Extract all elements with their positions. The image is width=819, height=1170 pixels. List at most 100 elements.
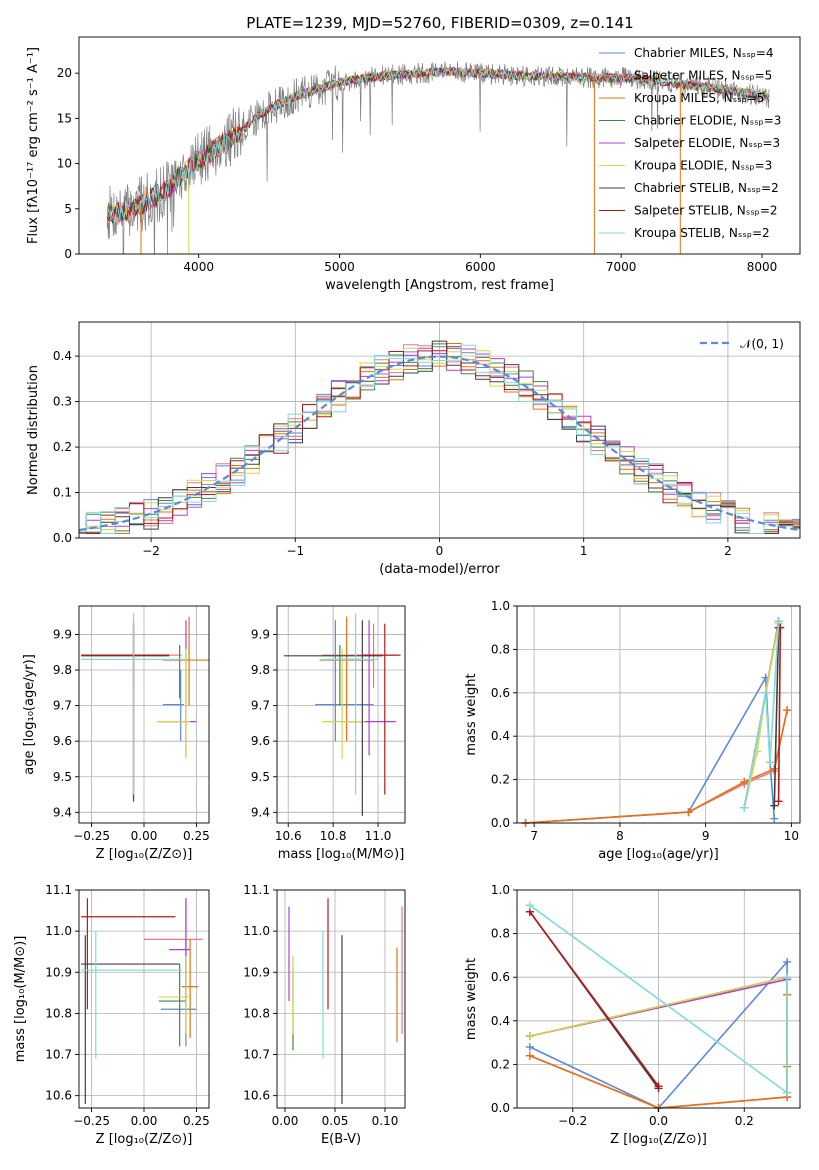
y-tick-label: 9.9	[251, 627, 270, 641]
residuals-panel: −2 −1 0 1 2 0.0 0.1 0.2 0.3 0.4 (data-model)/error…	[26, 321, 801, 577]
axes: −0.25 0.00 0.25 10.6 10.7 10.8 10.9 11.0 11.1 Z […	[13, 883, 210, 1147]
axes: −0.2 0.0 0.2 0.0 0.2 0.4 0.6 0.8 1.0 Z [log₁₀(Z/Z…	[464, 883, 801, 1147]
x-tick-label: 5000	[324, 260, 355, 274]
weight-line-salpeter-stelib	[777, 627, 782, 802]
x-tick-label: 10.6	[275, 829, 302, 843]
plot-area	[521, 617, 792, 827]
y-axis-label: Flux [fλ10⁻¹⁷ erg cm⁻² s⁻¹ A⁻¹]	[26, 47, 41, 244]
age-vs-mass-panel: 10.6 10.8 11.0 9.4 9.5 9.6 9.7 9.8 9.9 mass [log₁…	[251, 605, 406, 862]
legend-label: Chabrier ELODIE, Nₛₛₚ=3	[634, 114, 781, 128]
y-tick-label: 10.7	[243, 1048, 270, 1062]
y-tick-label: 11.1	[243, 883, 270, 897]
y-tick-label: 10.7	[45, 1048, 72, 1062]
mass-vs-metallicity-panel: −0.25 0.00 0.25 10.6 10.7 10.8 10.9 11.0 11.1 Z […	[13, 883, 210, 1147]
x-tick-label: 0.10	[372, 1114, 399, 1128]
age-vs-metallicity-panel: −0.25 0.00 0.25 9.4 9.5 9.6 9.7 9.8 9.9 Z [log₁₀(…	[22, 605, 210, 862]
y-tick-label: 11.0	[45, 924, 72, 938]
legend-label: Kroupa ELODIE, Nₛₛₚ=3	[634, 159, 772, 173]
y-tick-label: 0.4	[491, 1014, 510, 1028]
legend-label: Kroupa MILES, Nₛₛₚ=5	[634, 91, 764, 105]
y-axis-label: mass weight	[464, 958, 479, 1040]
y-tick-label: 0.6	[491, 970, 510, 984]
x-tick-label: 8	[616, 829, 624, 843]
x-tick-label: 4000	[183, 260, 214, 274]
y-tick-label: 15	[57, 111, 72, 125]
y-tick-label: 9.6	[53, 734, 72, 748]
x-axis-label: E(B-V)	[321, 1132, 361, 1147]
y-tick-label: 0.3	[53, 395, 72, 409]
axes: −2 −1 0 1 2 0.0 0.1 0.2 0.3 0.4 (data-model)/error…	[26, 321, 801, 577]
y-tick-label: 0.2	[491, 773, 510, 787]
x-tick-label: 1	[580, 544, 588, 558]
y-tick-label: 0.8	[491, 927, 510, 941]
legend-label: Salpeter ELODIE, Nₛₛₚ=3	[634, 136, 780, 150]
mass-vs-ebv-panel: 0.00 0.05 0.10 10.6 10.7 10.8 10.9 11.0 11.1 E(B-…	[243, 883, 406, 1147]
y-tick-label: 0.0	[53, 531, 72, 545]
weight-vs-metallicity-panel: −0.2 0.0 0.2 0.0 0.2 0.4 0.6 0.8 1.0 Z [log₁₀(Z/Z…	[464, 883, 801, 1147]
weight-line-kroupa-miles	[525, 710, 788, 824]
axes-frame	[516, 605, 801, 824]
legend-label: 𝒩(0, 1)	[740, 337, 784, 351]
model-spectrum-kroupa-stelib	[106, 66, 770, 223]
y-tick-label: 0	[64, 247, 72, 261]
grid-lines	[277, 606, 405, 823]
x-tick-label: 2	[724, 544, 732, 558]
y-axis-label: age [log₁₀(age/yr)]	[22, 654, 37, 775]
y-tick-label: 0.2	[53, 440, 72, 454]
y-tick-label: 10.8	[243, 1006, 270, 1020]
y-tick-label: 9.6	[251, 734, 270, 748]
y-tick-label: 0.0	[491, 1101, 510, 1115]
x-tick-label: 0.00	[272, 1114, 299, 1128]
histogram-kroupa-elodie	[79, 347, 800, 534]
grid-lines	[79, 606, 209, 823]
grid-lines	[277, 889, 405, 1108]
plot-area	[79, 340, 800, 534]
y-tick-label: 10.8	[45, 1006, 72, 1020]
histogram-chabrier-miles	[79, 346, 800, 534]
y-tick-label: 9.4	[251, 805, 270, 819]
y-tick-label: 9.8	[53, 663, 72, 677]
figure-title: PLATE=1239, MJD=52760, FIBERID=0309, z=0…	[246, 14, 633, 32]
normal-curve	[79, 355, 800, 532]
axes: 10.6 10.8 11.0 9.4 9.5 9.6 9.7 9.8 9.9 mass [log₁…	[251, 605, 406, 862]
x-tick-label: −1	[286, 544, 304, 558]
x-axis-label: Z [log₁₀(Z/Z⊙)]	[610, 1132, 707, 1147]
plot-area	[525, 901, 792, 1112]
weight-line-salpeter-stelib	[529, 911, 660, 1087]
y-tick-label: 0.6	[491, 686, 510, 700]
y-tick-label: 0.1	[53, 486, 72, 500]
x-tick-label: −0.2	[558, 1114, 587, 1128]
y-axis-label: mass [log₁₀(M/M⊙)]	[13, 936, 28, 1063]
axes: 0.00 0.05 0.10 10.6 10.7 10.8 10.9 11.0 11.1 E(B-…	[243, 883, 406, 1147]
x-tick-label: 0.00	[131, 1114, 158, 1128]
weight-line-kroupa-elodie	[743, 623, 780, 808]
y-tick-label: 9.5	[53, 770, 72, 784]
y-tick-label: 10	[57, 157, 72, 171]
weight-line-salpeter-miles	[525, 710, 788, 824]
y-tick-label: 9.8	[251, 663, 270, 677]
legend-label: Kroupa STELIB, Nₛₛₚ=2	[634, 226, 770, 240]
y-tick-label: 11.1	[45, 883, 72, 897]
y-tick-label: 10.6	[243, 1089, 270, 1103]
x-tick-label: −2	[142, 544, 160, 558]
residuals-legend: 𝒩(0, 1)	[700, 337, 784, 351]
weight-line-chabrier-miles	[525, 674, 776, 824]
y-tick-label: 10.6	[45, 1089, 72, 1103]
x-tick-label: 0.05	[322, 1114, 349, 1128]
x-tick-label: 0.00	[131, 829, 158, 843]
x-tick-label: 10.8	[320, 829, 347, 843]
plot-area	[288, 898, 403, 1104]
x-axis-label: Z [log₁₀(Z/Z⊙)]	[96, 1132, 193, 1147]
x-tick-label: 11.0	[365, 829, 392, 843]
y-tick-label: 11.0	[243, 924, 270, 938]
x-axis-label: mass [log₁₀(M/M⊙)]	[278, 847, 405, 862]
plot-area	[81, 613, 209, 802]
x-tick-label: 6000	[465, 260, 496, 274]
axes: −0.25 0.00 0.25 9.4 9.5 9.6 9.7 9.8 9.9 Z [log₁₀(…	[22, 605, 210, 862]
y-tick-label: 0.0	[491, 816, 510, 830]
y-tick-label: 9.7	[251, 699, 270, 713]
x-tick-label: 7000	[606, 260, 637, 274]
x-tick-label: 8000	[747, 260, 778, 274]
y-tick-label: 5	[64, 202, 72, 216]
